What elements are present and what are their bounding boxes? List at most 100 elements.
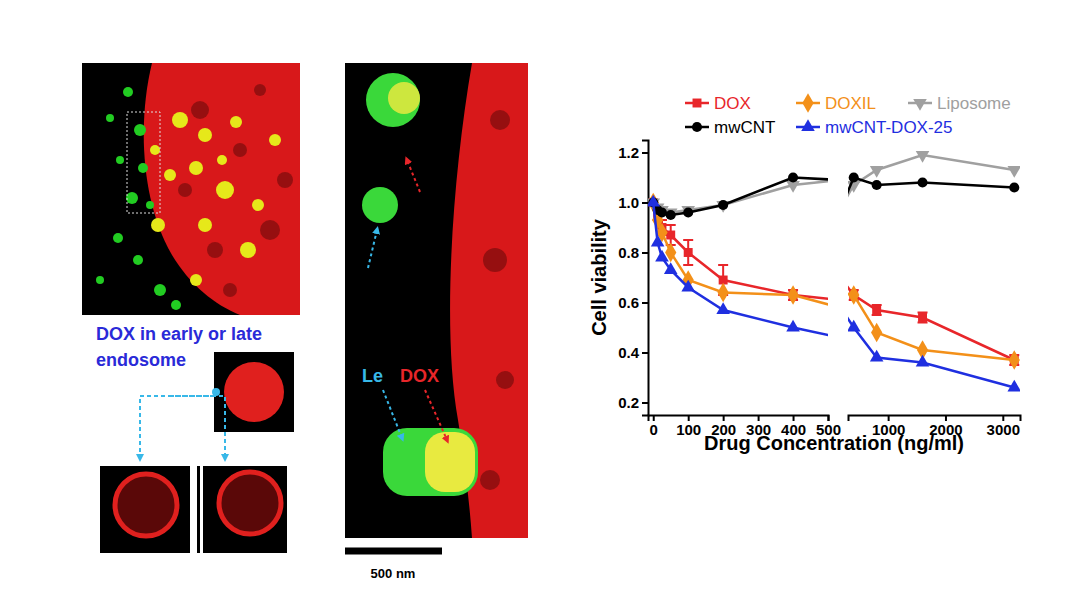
arrow (170, 396, 225, 458)
series-marker (666, 231, 675, 240)
yellow-spot (269, 134, 281, 146)
series-line (848, 203, 1014, 361)
series-marker (651, 235, 665, 247)
series-line (653, 203, 828, 388)
series-marker (681, 280, 695, 292)
microscopy: LeDOX500 nm (82, 63, 528, 581)
green-spot (134, 124, 146, 136)
plot-area (648, 155, 828, 388)
green-vesicle (362, 187, 398, 223)
yellow-spot (190, 274, 202, 286)
panel-bg (197, 466, 287, 553)
label-dox: DOX (400, 366, 439, 386)
x-tick-label: 0 (650, 421, 658, 438)
x-tick-label: 100 (676, 421, 701, 438)
dark-spot (254, 84, 266, 96)
y-axis: 0.20.40.60.81.01.2 (618, 141, 648, 416)
dark-spot (490, 110, 510, 130)
series-marker (787, 285, 798, 305)
y-tick-label: 1.2 (618, 144, 639, 161)
legend-marker (802, 93, 813, 113)
dark-spot (223, 283, 237, 297)
yellow-spot (151, 218, 165, 232)
dark-spot (233, 143, 247, 157)
dark-spot (207, 242, 223, 258)
series-marker (916, 355, 930, 367)
panel-bg (100, 466, 190, 553)
yellow-spot (252, 199, 264, 211)
green-spot (171, 300, 181, 310)
green-spot (126, 192, 138, 204)
error-bar (872, 305, 882, 315)
series-line (848, 203, 1014, 361)
green-spot (138, 163, 148, 173)
series-line (653, 155, 828, 213)
label-le: Le (362, 366, 383, 386)
green-spot (106, 114, 114, 122)
yellow-overlap (388, 82, 420, 114)
legend-item: Liposome (908, 94, 1011, 113)
x-tick: 0 (650, 415, 658, 438)
series-marker (683, 207, 693, 217)
dark-spot (483, 248, 507, 272)
y-axis-line (642, 141, 649, 416)
legend-label: Liposome (937, 94, 1011, 113)
legend-marker (913, 99, 927, 111)
panel-bg (82, 63, 300, 315)
caption-line: DOX in early or late (96, 324, 262, 344)
series-marker (872, 306, 881, 315)
series-marker (718, 200, 728, 210)
arrow (140, 396, 214, 458)
series-marker (718, 283, 729, 303)
series-marker (655, 250, 669, 262)
series-marker (786, 181, 800, 193)
caption-line: endosome (96, 350, 186, 370)
y-tick-label: 0.4 (618, 344, 640, 361)
green-spot (116, 156, 124, 164)
yellow-overlap (425, 432, 475, 492)
x-tick: 3000 (987, 415, 1020, 438)
yellow-spot (150, 145, 160, 155)
x-axis-title: Drug Concentration (ng/ml) (704, 432, 964, 454)
dark-spot (178, 183, 192, 197)
series-marker (870, 350, 884, 362)
series-marker (1009, 182, 1019, 192)
y-tick-mark (642, 202, 648, 204)
y-tick-label: 0.2 (618, 394, 639, 411)
series-marker (918, 313, 927, 322)
panel-bg (345, 63, 528, 538)
error-bar (683, 240, 693, 265)
legend-label: mwCNT (714, 118, 775, 137)
y-axis-title: Cell viability (588, 218, 610, 336)
legend-label: DOXIL (825, 94, 876, 113)
series-line (653, 203, 828, 361)
y-tick: 0.2 (618, 394, 648, 411)
endosome (224, 362, 284, 422)
series-marker (666, 210, 676, 220)
dark-spot (496, 371, 514, 389)
green-vesicle (366, 73, 420, 127)
green-spot (146, 201, 154, 209)
x-tick-label: 3000 (987, 421, 1020, 438)
series-marker (1009, 350, 1020, 370)
series-marker (848, 320, 861, 332)
arrow (407, 160, 420, 192)
dark-spot (260, 220, 280, 240)
legend-item: mwCNT-DOX-25 (796, 118, 953, 137)
series-marker (1007, 380, 1020, 392)
series-line (848, 203, 1014, 388)
figure: LeDOX500 nmDOX in early or lateendosome0… (0, 0, 1090, 597)
legend: DOXDOXILLiposomemwCNTmwCNT-DOX-25 (685, 93, 1011, 137)
yellow-spot (230, 116, 242, 128)
series-marker (681, 206, 695, 218)
y-tick-mark (642, 402, 648, 404)
caption: DOX in early or late endosome (96, 324, 262, 370)
yellow-spot (216, 181, 234, 199)
plot-area (848, 151, 1020, 391)
dark-spot (191, 101, 209, 119)
green-spot (123, 87, 133, 97)
series-marker (1007, 166, 1020, 178)
yellow-spot (240, 242, 256, 258)
dark-spot (277, 172, 293, 188)
yellow-spot (164, 169, 176, 181)
